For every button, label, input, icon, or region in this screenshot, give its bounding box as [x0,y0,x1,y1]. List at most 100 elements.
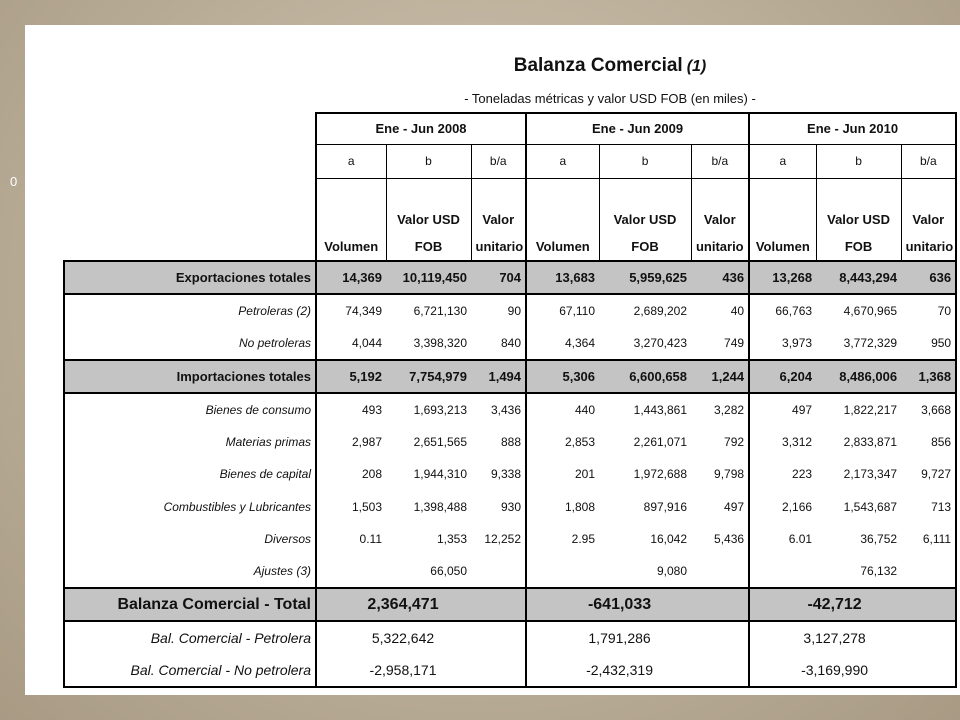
value: 7,754,979 [386,359,471,394]
value: 10,119,450 [386,260,471,295]
value: 208 [315,458,386,491]
item-row: No petroleras 4,044 3,398,320 840 4,364 3,270… [63,327,958,361]
value: 840 [471,327,528,361]
value: 16,042 [650,532,688,547]
value [315,555,386,589]
value: 497 [691,490,751,523]
column-name: Valor USD FOB [598,178,692,262]
value: 930 [471,490,528,523]
value: 40 [691,293,751,327]
sub-label: b [815,144,902,179]
slide-panel: Balanza Comercial (1) - Toneladas métrica… [25,25,960,695]
value: 1,822,217 [816,392,902,426]
item-row: Diversos 0.11 1,353 12,252 2.95 16,042 5,436 6.… [63,523,958,556]
value: 2,853 [525,425,600,458]
value: 36,752 [860,532,898,547]
row-label: Ajustes (3) [63,555,317,589]
value: -42,712 [748,587,958,622]
column-name-row: Volumen Valor USD FOB Valor unitario Volume… [64,178,958,262]
sub-label-row: a b b/a a b b/a a b b/a [64,144,958,179]
value: 5,436 [691,523,751,556]
title: Balanza Comercial (1) [25,55,960,77]
column-name: Valor USD FOB [385,178,472,262]
item-row: Bienes de consumo 493 1,693,213 3,436 440 1,4… [63,392,958,426]
value: 749 [691,327,751,361]
period-row: Ene - Jun 2008 Ene - Jun 2009 Ene - Jun 20… [64,112,958,145]
value: 2,364,471 [314,587,528,622]
value: 74,349 [315,293,386,327]
value: 888 [471,425,528,458]
value: -2,432,319 [525,654,751,688]
value: -2,958,171 [314,654,528,688]
value: 6,204 [748,359,817,394]
value: 5,322,642 [314,621,528,654]
trade-table: Ene - Jun 2008 Ene - Jun 2009 Ene - Jun 20… [63,112,958,688]
sub-label: b [598,144,692,179]
sub-label: a [315,144,387,179]
column-name: Volumen [315,178,387,262]
value: 9,798 [691,458,751,491]
value: 6,111 [901,523,958,556]
value: 8,486,006 [816,359,902,394]
value: 9,727 [901,458,958,491]
value: 1,808 [525,490,600,523]
value: 3,282 [691,392,751,426]
column-name: Valor unitario [690,178,751,262]
sub-label: b/a [690,144,751,179]
row-label: Balanza Comercial - Total [63,587,317,622]
value: 1,244 [691,359,751,394]
value: 2,833,871 [843,434,898,449]
column-name: Volumen [525,178,600,262]
value: 1,353 [436,532,467,547]
value: 856 [901,425,958,458]
blank [64,113,316,144]
value: 6,721,130 [386,293,471,327]
value: 1,972,688 [633,467,688,482]
value [691,555,751,589]
value [525,555,600,589]
value: 6,600,658 [599,359,692,394]
value: 4,044 [315,327,386,361]
value: 440 [525,392,600,426]
value: 1,791,286 [525,621,751,654]
blank [64,178,316,261]
value: 2,166 [748,490,817,523]
row-label: Petroleras (2) [63,293,317,327]
value: 1,543,687 [843,499,898,514]
title-note: (1) [686,58,707,75]
value: 1,494 [471,359,528,394]
value: 66,050 [386,555,471,589]
column-name: Valor unitario [470,178,528,262]
item-row: Materias primas 2,987 2,651,565 888 2,853 2,2… [63,425,958,458]
row-label: Diversos [63,523,317,556]
total-row: Exportaciones totales 14,369 10,119,450 704… [63,260,958,295]
value: 2.95 [525,523,600,556]
row-label: Importaciones totales [63,359,317,394]
value: -641,033 [525,587,751,622]
value: 3,973 [748,327,817,361]
value: 5,306 [525,359,600,394]
value: 5,959,625 [599,260,692,295]
column-name: Volumen [748,178,817,262]
blank [64,144,316,178]
row-label: Bal. Comercial - No petrolera [63,654,317,688]
value: 13,683 [525,260,600,295]
balance-item-row: Bal. Comercial - Petrolera 5,322,642 1,791… [63,621,958,654]
sub-label: b/a [900,144,958,179]
row-label: Combustibles y Lubricantes [63,490,317,523]
value: 3,312 [748,425,817,458]
value: 2,987 [315,425,386,458]
value: 3,398,320 [386,327,471,361]
value: 9,338 [471,458,528,491]
sub-label: a [525,144,600,179]
row-label: Exportaciones totales [63,260,317,295]
sub-label: a [748,144,817,179]
value: 436 [691,260,751,295]
value: 3,772,329 [816,327,902,361]
value: -3,169,990 [748,654,958,688]
value: 66,763 [748,293,817,327]
period: Ene - Jun 2010 [748,112,958,145]
value: 3,668 [901,392,958,426]
value: 90 [471,293,528,327]
